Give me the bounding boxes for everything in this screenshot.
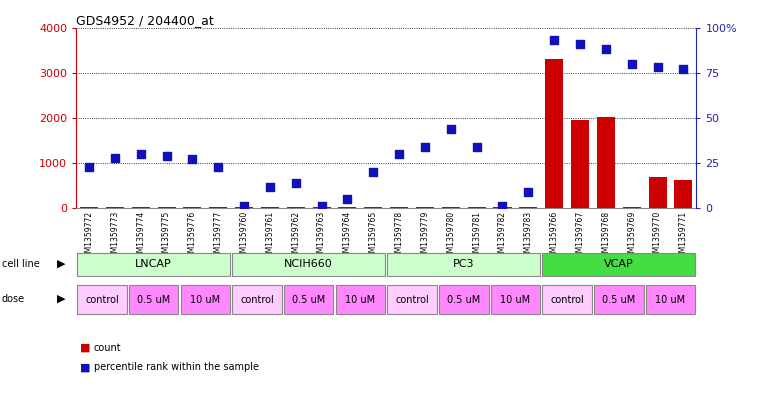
Bar bbox=[545, 59, 563, 208]
Bar bbox=[648, 177, 667, 208]
Text: control: control bbox=[550, 295, 584, 305]
Text: count: count bbox=[94, 343, 121, 353]
Text: control: control bbox=[85, 295, 119, 305]
Point bbox=[496, 203, 508, 209]
Bar bbox=[80, 207, 98, 208]
Point bbox=[651, 64, 664, 70]
Point bbox=[83, 163, 95, 170]
FancyBboxPatch shape bbox=[439, 285, 489, 314]
Text: ■: ■ bbox=[80, 362, 91, 373]
Bar bbox=[622, 207, 641, 208]
Point bbox=[368, 169, 380, 175]
Point bbox=[186, 156, 199, 163]
Point bbox=[574, 40, 586, 47]
Bar bbox=[158, 207, 176, 208]
Bar bbox=[442, 207, 460, 208]
Text: 10 uM: 10 uM bbox=[500, 295, 530, 305]
Point bbox=[522, 189, 534, 195]
Bar bbox=[261, 207, 279, 208]
Text: VCAP: VCAP bbox=[604, 259, 634, 269]
FancyBboxPatch shape bbox=[77, 285, 127, 314]
Text: 0.5 uM: 0.5 uM bbox=[292, 295, 325, 305]
Point bbox=[342, 196, 354, 202]
Text: percentile rank within the sample: percentile rank within the sample bbox=[94, 362, 259, 373]
Point bbox=[626, 61, 638, 67]
Text: ▶: ▶ bbox=[57, 294, 65, 304]
Point bbox=[393, 151, 405, 157]
Bar bbox=[519, 207, 537, 208]
Text: control: control bbox=[395, 295, 429, 305]
Text: control: control bbox=[240, 295, 274, 305]
Bar bbox=[365, 207, 382, 208]
FancyBboxPatch shape bbox=[232, 285, 282, 314]
FancyBboxPatch shape bbox=[284, 285, 333, 314]
Point bbox=[677, 66, 689, 72]
Bar bbox=[313, 207, 330, 208]
Point bbox=[548, 37, 560, 43]
Bar bbox=[106, 207, 124, 208]
Bar bbox=[571, 120, 589, 208]
Bar bbox=[597, 117, 615, 208]
Point bbox=[109, 154, 121, 161]
Bar bbox=[390, 207, 408, 208]
Point bbox=[238, 203, 250, 209]
Point bbox=[264, 184, 276, 190]
FancyBboxPatch shape bbox=[594, 285, 644, 314]
FancyBboxPatch shape bbox=[129, 285, 178, 314]
Text: PC3: PC3 bbox=[453, 259, 475, 269]
Text: 10 uM: 10 uM bbox=[345, 295, 375, 305]
Bar bbox=[183, 207, 202, 208]
FancyBboxPatch shape bbox=[180, 285, 230, 314]
Text: 0.5 uM: 0.5 uM bbox=[137, 295, 170, 305]
Point bbox=[135, 151, 147, 157]
Text: NCIH660: NCIH660 bbox=[285, 259, 333, 269]
Point bbox=[212, 163, 224, 170]
Text: ■: ■ bbox=[80, 343, 91, 353]
FancyBboxPatch shape bbox=[387, 253, 540, 275]
Bar bbox=[493, 207, 511, 208]
FancyBboxPatch shape bbox=[336, 285, 385, 314]
Text: cell line: cell line bbox=[2, 259, 40, 269]
Text: 10 uM: 10 uM bbox=[190, 295, 221, 305]
FancyBboxPatch shape bbox=[543, 253, 696, 275]
FancyBboxPatch shape bbox=[387, 285, 437, 314]
Point bbox=[444, 126, 457, 132]
Bar bbox=[339, 207, 356, 208]
Text: GDS4952 / 204400_at: GDS4952 / 204400_at bbox=[76, 14, 214, 27]
FancyBboxPatch shape bbox=[645, 285, 696, 314]
Point bbox=[290, 180, 302, 186]
FancyBboxPatch shape bbox=[232, 253, 385, 275]
Text: 0.5 uM: 0.5 uM bbox=[447, 295, 480, 305]
FancyBboxPatch shape bbox=[543, 285, 592, 314]
Bar bbox=[674, 180, 693, 208]
Bar bbox=[416, 207, 434, 208]
Point bbox=[600, 46, 612, 52]
Bar bbox=[132, 207, 150, 208]
Text: 10 uM: 10 uM bbox=[655, 295, 686, 305]
Bar bbox=[467, 207, 486, 208]
Bar bbox=[209, 207, 228, 208]
Point bbox=[419, 144, 431, 150]
Point bbox=[316, 203, 328, 209]
Text: 0.5 uM: 0.5 uM bbox=[602, 295, 635, 305]
Text: ▶: ▶ bbox=[57, 259, 65, 269]
FancyBboxPatch shape bbox=[77, 253, 230, 275]
Bar bbox=[287, 207, 305, 208]
FancyBboxPatch shape bbox=[491, 285, 540, 314]
Bar bbox=[235, 207, 253, 208]
Text: LNCAP: LNCAP bbox=[135, 259, 172, 269]
Point bbox=[470, 144, 482, 150]
Point bbox=[161, 153, 173, 159]
Text: dose: dose bbox=[2, 294, 24, 304]
